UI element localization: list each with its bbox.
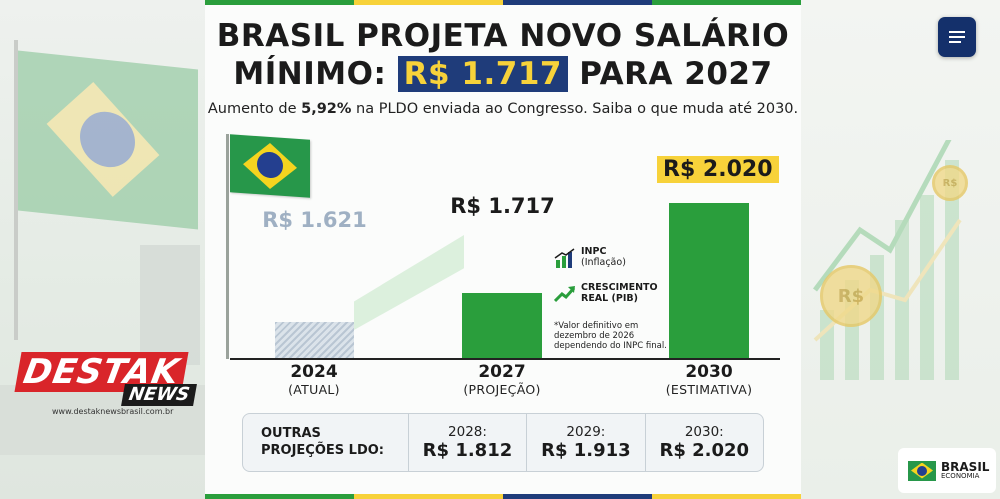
menu-icon	[949, 31, 965, 43]
site-url[interactable]: www.destaknewsbrasil.com.br	[52, 407, 174, 416]
legend-label: CRESCIMENTO	[581, 282, 658, 293]
brazil-flag-icon	[908, 460, 936, 481]
projections-heading-cell: OUTRAS PROJEÇÕES LDO:	[243, 414, 408, 471]
subtitle-suffix: na PLDO enviada ao Congresso. Saiba o qu…	[356, 101, 799, 117]
legend-sub: (Inflação)	[581, 256, 626, 268]
projection-year: 2029:	[566, 424, 606, 440]
projection-value: R$ 1.812	[422, 440, 513, 461]
bar-2027	[462, 293, 542, 358]
bar-chart-icon	[554, 247, 576, 269]
top-color-stripe	[205, 0, 801, 5]
projections-heading-line1: OUTRAS	[261, 425, 321, 441]
category-label-2030: 2030	[685, 362, 733, 382]
chart-baseline	[230, 358, 780, 360]
projection-year: 2030:	[684, 424, 724, 440]
category-label-2027: 2027	[478, 362, 526, 382]
projection-value: R$ 2.020	[659, 440, 750, 461]
category-subtitle-2027: (PROJEÇÃO)	[463, 382, 541, 397]
coin-icon: R$	[820, 265, 882, 327]
legend-label: INPC	[581, 246, 607, 257]
logo-text-bottom: NEWS	[120, 384, 197, 406]
mini-flag-pole	[226, 134, 229, 359]
background-building	[140, 245, 200, 365]
footnote: *Valor definitivo em dezembro de 2026 de…	[554, 321, 667, 351]
footer-logo-sub: ECONOMIA	[941, 472, 980, 480]
headline-line1: BRASIL PROJETA NOVO SALÁRIO	[216, 18, 790, 54]
projection-value: R$ 1.913	[541, 440, 631, 461]
projection-year: 2028:	[448, 424, 487, 440]
projection-cell-2030: 2030: R$ 2.020	[644, 414, 763, 471]
trend-up-icon	[554, 283, 576, 305]
projection-cell-2029: 2029: R$ 1.913	[526, 414, 644, 471]
brazil-flag-icon	[230, 134, 310, 198]
value-label-2024: R$ 1.621	[262, 208, 367, 232]
subtitle-percent: 5,92%	[301, 101, 352, 117]
value-label-2030: R$ 2.020	[657, 156, 779, 183]
projection-cell-2028: 2028: R$ 1.812	[407, 414, 526, 471]
brasil-economia-logo: BRASIL ECONOMIA	[898, 448, 996, 493]
legend-item-inpc: INPC (Inflação)	[554, 246, 626, 269]
category-subtitle-2024: (ATUAL)	[288, 382, 340, 397]
value-label-2027: R$ 1.717	[450, 194, 555, 218]
background-brazil-flag	[18, 50, 198, 230]
footer-logo-title: BRASIL	[941, 460, 990, 474]
headline-prefix: MÍNIMO:	[233, 56, 387, 92]
bar-2030	[669, 203, 749, 358]
menu-button[interactable]	[938, 17, 976, 57]
projections-heading-line2: PROJEÇÕES LDO:	[261, 442, 384, 458]
legend-item-growth: CRESCIMENTO REAL (PIB)	[554, 282, 658, 305]
subtitle-prefix: Aumento de	[207, 101, 297, 117]
headline-line2: MÍNIMO: R$ 1.717 PARA 2027	[205, 56, 801, 92]
subtitle: Aumento de 5,92% na PLDO enviada ao Cong…	[205, 101, 801, 117]
headline-highlight-value: R$ 1.717	[397, 56, 568, 92]
destak-news-logo[interactable]: DESTAK NEWS	[14, 352, 203, 410]
legend-sub: REAL (PIB)	[581, 292, 638, 304]
flag-pole	[14, 40, 18, 340]
bottom-color-stripe	[205, 494, 801, 499]
category-label-2024: 2024	[290, 362, 338, 382]
background-right-panel: R$ R$	[800, 0, 1000, 499]
category-subtitle-2030: (ESTIMATIVA)	[665, 382, 753, 397]
headline-suffix: PARA 2027	[579, 56, 773, 92]
bar-2024	[275, 322, 354, 358]
projections-table: OUTRAS PROJEÇÕES LDO: 2028: R$ 1.812 202…	[242, 413, 764, 472]
coin-icon: R$	[932, 165, 968, 201]
background-left-panel	[0, 0, 205, 499]
